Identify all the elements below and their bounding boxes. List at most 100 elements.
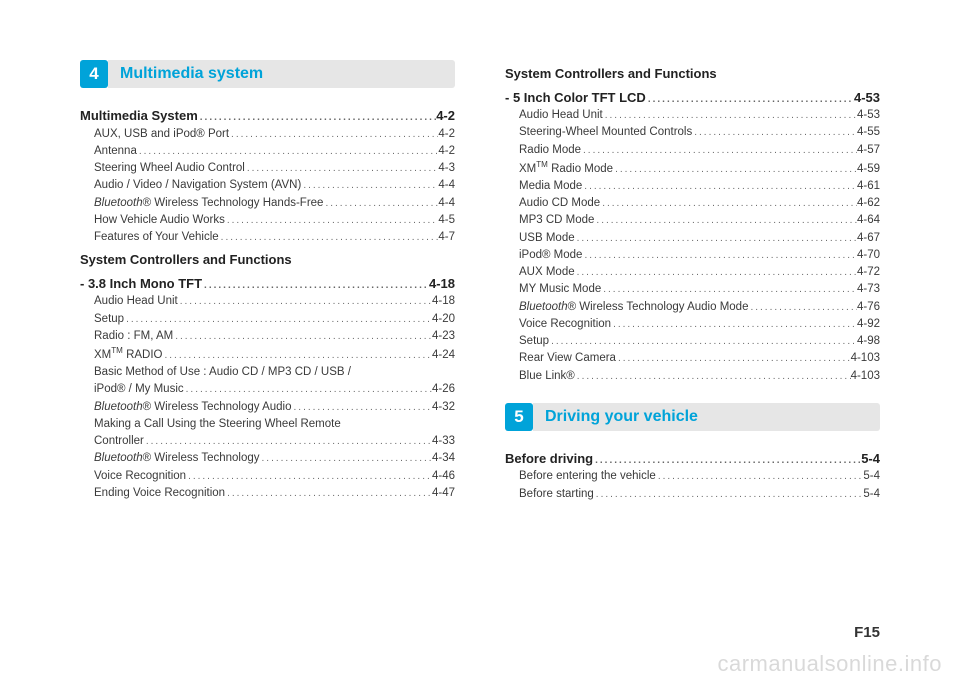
- toc-item: Voice Recognition.......................…: [505, 316, 880, 333]
- toc-leader-dots: ........................................…: [225, 486, 432, 501]
- toc-label: Antenna: [80, 143, 137, 160]
- toc-section: System Controllers and Functions........…: [80, 250, 455, 270]
- toc-leader-dots: ........................................…: [582, 179, 857, 194]
- toc-item: USB Mode................................…: [505, 230, 880, 247]
- toc-leader-dots: ........................................…: [137, 144, 439, 159]
- toc-label: Controller: [80, 433, 144, 450]
- toc-leader-dots: ........................................…: [575, 265, 857, 280]
- toc-leader-dots: ........................................…: [581, 143, 857, 158]
- toc-page-ref: 4-53: [854, 88, 880, 108]
- toc-item: Audio CD Mode...........................…: [505, 195, 880, 212]
- toc-page-ref: 4-26: [432, 381, 455, 398]
- toc-leader-dots: ........................................…: [219, 230, 439, 245]
- toc-page-ref: 4-46: [432, 468, 455, 485]
- toc-page-ref: 4-92: [857, 316, 880, 333]
- toc-label: MY Music Mode: [505, 281, 601, 298]
- toc-label: Multimedia System: [80, 106, 198, 126]
- toc-item: iPod® Mode..............................…: [505, 247, 880, 264]
- toc-leader-dots: ........................................…: [616, 351, 851, 366]
- toc-page-ref: 4-98: [857, 333, 880, 350]
- toc-item: Making a Call Using the Steering Wheel R…: [80, 416, 455, 433]
- toc-label: Setup: [505, 333, 549, 350]
- toc-label: AUX, USB and iPod® Port: [80, 126, 229, 143]
- page-number: F15: [854, 624, 880, 641]
- toc-item: iPod® / My Music........................…: [80, 381, 455, 398]
- toc-label: USB Mode: [505, 230, 575, 247]
- toc-leader-dots: ........................................…: [603, 108, 857, 123]
- toc-leader-dots: ........................................…: [582, 248, 857, 263]
- toc-label: Before entering the vehicle: [505, 468, 656, 485]
- toc-item: Audio / Video / Navigation System (AVN).…: [80, 177, 455, 194]
- toc-label: Ending Voice Recognition: [80, 485, 225, 502]
- toc-page-ref: 4-20: [432, 311, 455, 328]
- toc-item: Bluetooth® Wireless Technology Audio Mod…: [505, 299, 880, 316]
- toc-label: Audio / Video / Navigation System (AVN): [80, 177, 301, 194]
- toc-label: Before driving: [505, 449, 593, 469]
- toc-page-ref: 4-4: [438, 177, 455, 194]
- toc-label: - 5 Inch Color TFT LCD: [505, 88, 646, 108]
- toc-label: iPod® Mode: [505, 247, 582, 264]
- toc-page-ref: 4-103: [851, 350, 880, 367]
- toc-label: Radio Mode: [505, 142, 581, 159]
- toc-item: Before starting.........................…: [505, 486, 880, 503]
- toc-leader-dots: ........................................…: [202, 278, 429, 293]
- toc-page-ref: 4-3: [438, 160, 455, 177]
- toc-label: Setup: [80, 311, 124, 328]
- toc-leader-dots: ........................................…: [575, 231, 857, 246]
- toc-item: MP3 CD Mode.............................…: [505, 212, 880, 229]
- toc-page-ref: 4-2: [438, 143, 455, 160]
- toc-section: Multimedia System.......................…: [80, 106, 455, 126]
- toc-item: AUX, USB and iPod® Port.................…: [80, 126, 455, 143]
- toc-page-ref: 4-59: [857, 161, 880, 178]
- right-bottom-toc-list: Before driving..........................…: [505, 449, 880, 503]
- toc-label: Blue Link®: [505, 368, 575, 385]
- toc-leader-dots: ........................................…: [198, 110, 436, 125]
- toc-page-ref: 4-32: [432, 399, 455, 416]
- toc-leader-dots: ........................................…: [601, 282, 857, 297]
- toc-item: MY Music Mode...........................…: [505, 281, 880, 298]
- toc-label: Features of Your Vehicle: [80, 229, 219, 246]
- toc-leader-dots: ........................................…: [594, 213, 857, 228]
- toc-page-ref: 4-61: [857, 178, 880, 195]
- toc-label: Voice Recognition: [80, 468, 186, 485]
- toc-item: Setup...................................…: [80, 311, 455, 328]
- toc-page-ref: 5-4: [863, 468, 880, 485]
- toc-label: Rear View Camera: [505, 350, 616, 367]
- toc-page: 4 Multimedia system Multimedia System...…: [0, 0, 960, 543]
- toc-label: XMTM RADIO: [80, 345, 163, 364]
- toc-leader-dots: ........................................…: [260, 451, 432, 466]
- chapter-4-number: 4: [80, 60, 108, 88]
- toc-leader-dots: ........................................…: [600, 196, 857, 211]
- toc-label: Media Mode: [505, 178, 582, 195]
- toc-item: Setup...................................…: [505, 333, 880, 350]
- toc-page-ref: 4-62: [857, 195, 880, 212]
- toc-leader-dots: ........................................…: [594, 487, 864, 502]
- toc-leader-dots: ........................................…: [229, 127, 438, 142]
- right-column: System Controllers and Functions........…: [505, 60, 880, 503]
- toc-page-ref: 4-2: [436, 106, 455, 126]
- toc-item: Steering Wheel Audio Control............…: [80, 160, 455, 177]
- toc-section: Before driving..........................…: [505, 449, 880, 469]
- toc-item: Rear View Camera........................…: [505, 350, 880, 367]
- toc-label: - 3.8 Inch Mono TFT: [80, 274, 202, 294]
- toc-label: How Vehicle Audio Works: [80, 212, 225, 229]
- toc-page-ref: 4-18: [432, 293, 455, 310]
- toc-page-ref: 4-18: [429, 274, 455, 294]
- toc-leader-dots: ........................................…: [184, 382, 432, 397]
- toc-page-ref: 4-70: [857, 247, 880, 264]
- chapter-4-header: 4 Multimedia system: [80, 60, 455, 88]
- toc-leader-dots: ........................................…: [124, 312, 432, 327]
- toc-item: Blue Link®..............................…: [505, 368, 880, 385]
- toc-leader-dots: ........................................…: [144, 434, 432, 449]
- toc-label: Making a Call Using the Steering Wheel R…: [80, 416, 341, 433]
- chapter-4-title: Multimedia system: [108, 60, 455, 88]
- toc-leader-dots: ........................................…: [225, 213, 439, 228]
- toc-label: System Controllers and Functions: [80, 250, 292, 270]
- right-top-toc-list: System Controllers and Functions........…: [505, 64, 880, 385]
- toc-label: Bluetooth® Wireless Technology Audio Mod…: [505, 299, 748, 316]
- toc-item: Media Mode..............................…: [505, 178, 880, 195]
- toc-page-ref: 4-72: [857, 264, 880, 281]
- toc-page-ref: 4-23: [432, 328, 455, 345]
- toc-item: Radio Mode..............................…: [505, 142, 880, 159]
- toc-label: Radio : FM, AM: [80, 328, 173, 345]
